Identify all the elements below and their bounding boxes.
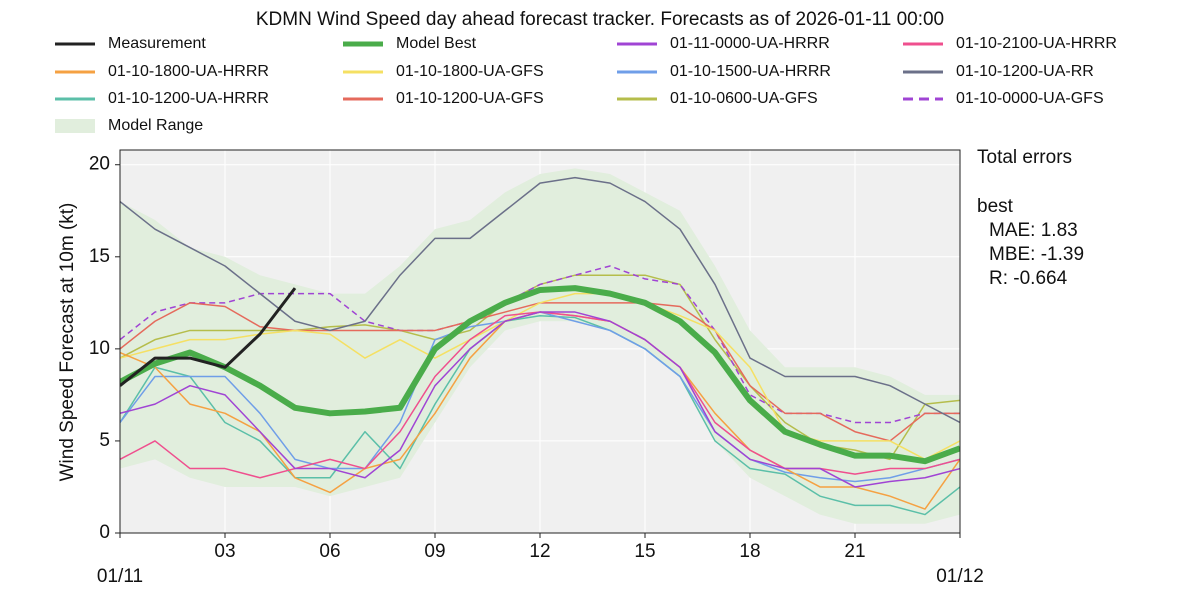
x-tick-label: 09 bbox=[424, 541, 445, 562]
x-tick-label: 03 bbox=[214, 541, 235, 562]
y-tick-label: 10 bbox=[89, 338, 110, 359]
series-line bbox=[120, 287, 297, 387]
legend-label: 01-11-0000-UA-HRRR bbox=[670, 35, 830, 52]
legend-label: 01-10-1200-UA-HRRR bbox=[108, 90, 269, 107]
x-tick-label: 15 bbox=[634, 541, 655, 562]
legend-label: 01-10-0600-UA-GFS bbox=[670, 90, 818, 107]
y-axis-label: Wind Speed Forecast at 10m (kt) bbox=[57, 203, 78, 482]
series-line bbox=[120, 285, 960, 465]
chart-title: KDMN Wind Speed day ahead forecast track… bbox=[256, 9, 944, 30]
legend-label: 01-10-2100-UA-HRRR bbox=[956, 35, 1117, 52]
x-date-label: 01/11 bbox=[97, 566, 143, 587]
x-tick-label: 18 bbox=[739, 541, 760, 562]
x-tick-label: 06 bbox=[319, 541, 340, 562]
annotation: Total errors bbox=[977, 147, 1072, 168]
y-tick-label: 15 bbox=[89, 246, 110, 267]
annotation: MAE: 1.83 bbox=[989, 220, 1078, 241]
y-tick-label: 0 bbox=[99, 522, 110, 543]
legend-label: 01-10-1200-UA-GFS bbox=[396, 90, 544, 107]
annotation: MBE: -1.39 bbox=[989, 244, 1084, 265]
series-line bbox=[120, 311, 960, 488]
legend-label: 01-10-1800-UA-GFS bbox=[396, 63, 544, 80]
legend-label: Model Best bbox=[396, 35, 477, 52]
legend-label: 01-10-1200-UA-RR bbox=[956, 63, 1094, 80]
annotation: best bbox=[977, 196, 1014, 217]
plot-frame bbox=[119, 149, 961, 534]
legend-label: Model Range bbox=[108, 117, 203, 134]
annotation: R: -0.664 bbox=[989, 268, 1068, 289]
legend-label: 01-10-0000-UA-GFS bbox=[956, 90, 1104, 107]
y-tick-label: 20 bbox=[89, 154, 110, 175]
legend-label: Measurement bbox=[108, 35, 206, 52]
legend-label: 01-10-1500-UA-HRRR bbox=[670, 63, 831, 80]
x-tick-label: 12 bbox=[529, 541, 550, 562]
x-date-label: 01/12 bbox=[936, 566, 984, 587]
series-line bbox=[120, 314, 960, 516]
series-line bbox=[120, 176, 960, 424]
model-range bbox=[120, 168, 960, 524]
y-tick-label: 5 bbox=[99, 430, 110, 451]
legend-swatch bbox=[55, 119, 95, 133]
x-tick-label: 21 bbox=[844, 541, 865, 562]
legend-label: 01-10-1800-UA-HRRR bbox=[108, 63, 269, 80]
